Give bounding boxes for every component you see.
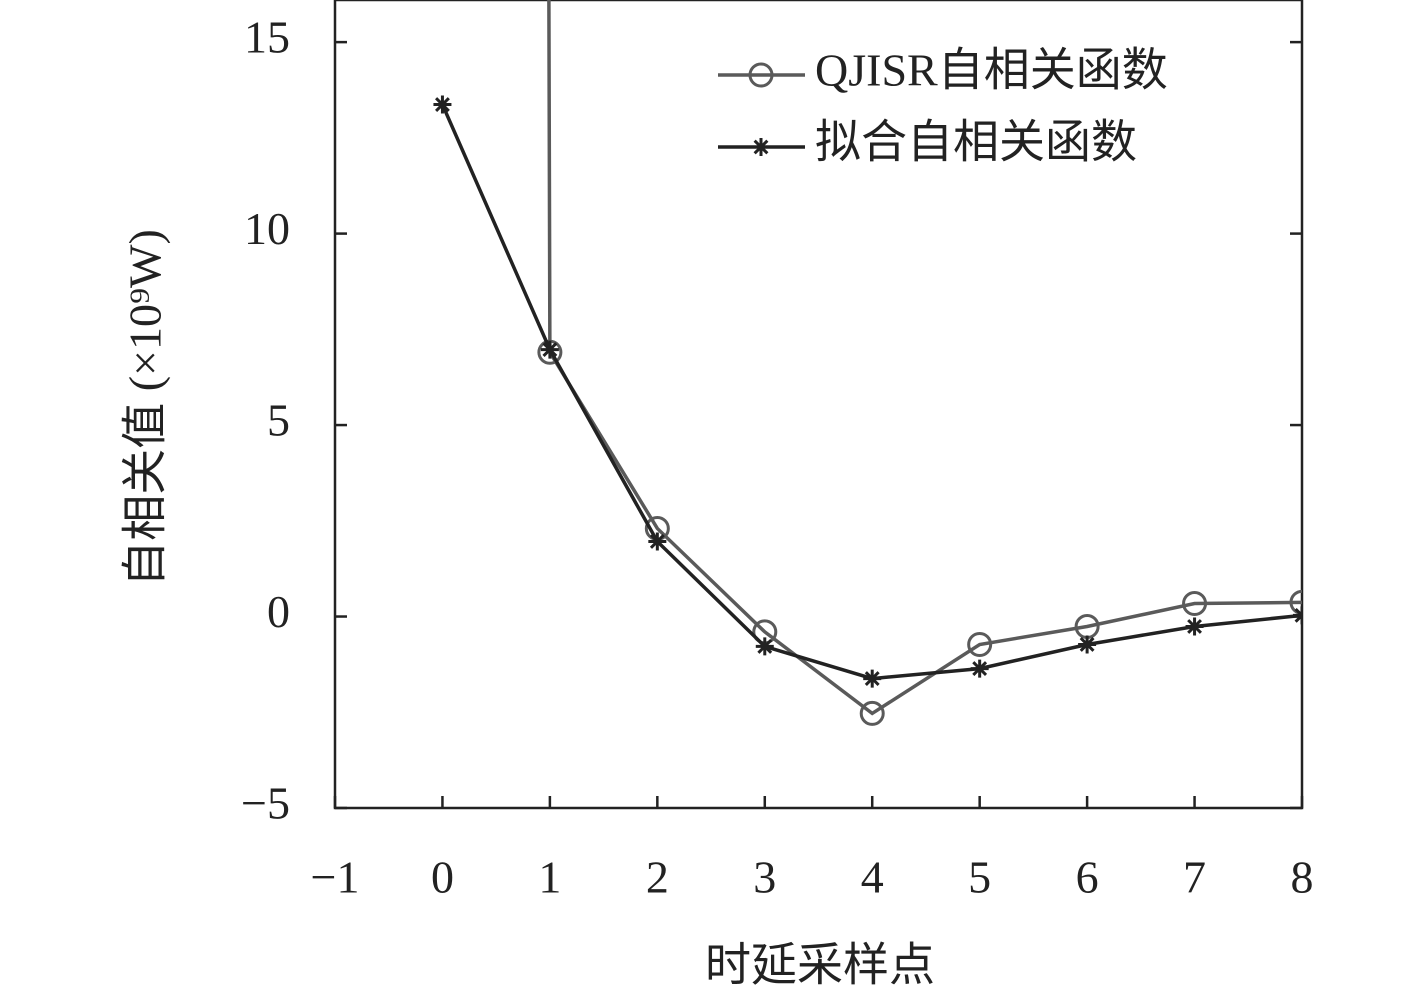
- plot-frame: [333, 0, 1304, 810]
- marker: [859, 700, 885, 726]
- x-tick-label: 8: [1291, 852, 1314, 903]
- y-tick-label: 0: [267, 586, 290, 637]
- marker: [755, 637, 774, 656]
- marker: [1289, 589, 1302, 615]
- x-tick-label: 0: [431, 852, 454, 903]
- series-line: [547, 0, 1302, 716]
- y-tick-label: 5: [267, 395, 290, 446]
- y-tick-label: 10: [244, 203, 290, 254]
- x-tick-label: 6: [1076, 852, 1099, 903]
- x-tick-label: 7: [1183, 852, 1206, 903]
- x-tick-label: 5: [968, 852, 991, 903]
- legend-label: QJISR自相关函数: [815, 45, 1168, 96]
- legend-marker: [748, 62, 774, 88]
- marker: [970, 659, 989, 678]
- x-tick-label: −1: [311, 852, 360, 903]
- legend-label: 拟合自相关函数: [815, 117, 1137, 168]
- plot-area: [433, 0, 1302, 726]
- series-line: [440, 103, 1302, 681]
- x-tick-label: 1: [538, 852, 561, 903]
- x-tick-label: 4: [861, 852, 884, 903]
- marker: [967, 631, 993, 657]
- marker: [1078, 635, 1097, 654]
- x-tick-label: 3: [753, 852, 776, 903]
- y-axis-label: 自相关值 (×10⁹W): [120, 229, 171, 587]
- marker: [540, 340, 559, 359]
- x-axis-label: 时延采样点: [705, 940, 935, 991]
- marker: [1182, 591, 1208, 617]
- marker: [1293, 606, 1302, 625]
- y-tick-label: 15: [244, 12, 290, 63]
- marker: [648, 532, 667, 551]
- marker: [1185, 617, 1204, 636]
- marker: [433, 95, 452, 114]
- x-tick-label: 2: [646, 852, 669, 903]
- legend-marker: [752, 138, 770, 156]
- marker: [863, 669, 882, 688]
- y-tick-label: −5: [241, 778, 290, 829]
